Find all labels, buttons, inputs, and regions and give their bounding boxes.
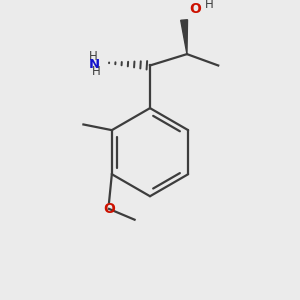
Polygon shape xyxy=(181,20,188,54)
Text: O: O xyxy=(103,202,115,216)
Text: H: H xyxy=(92,65,100,78)
Text: O: O xyxy=(190,2,201,16)
Text: H: H xyxy=(89,50,98,64)
Text: H: H xyxy=(205,0,214,11)
Text: N: N xyxy=(89,58,100,70)
